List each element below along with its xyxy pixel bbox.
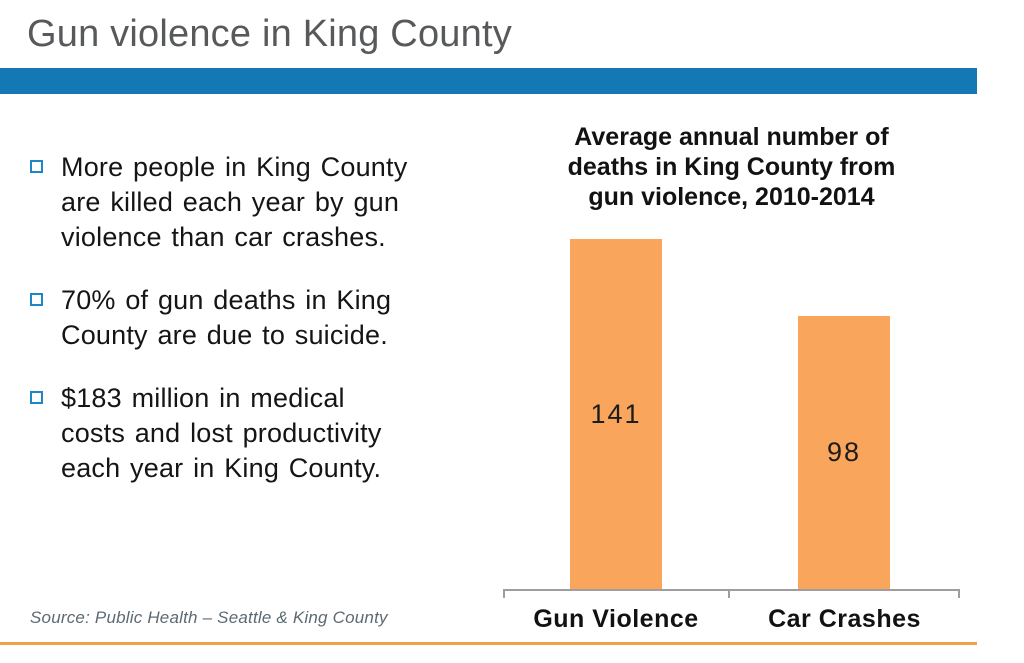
slide-title: Gun violence in King County	[27, 13, 512, 55]
category-label-gun-violence: Gun Violence	[533, 605, 699, 633]
bar-car-crashes: 98	[798, 316, 890, 589]
x-axis-tick	[958, 591, 960, 598]
bar-value-label-car-crashes: 98	[826, 437, 862, 467]
bullet-square-icon	[30, 293, 43, 306]
x-axis-tick	[503, 591, 505, 598]
bullet-text: More people in King County are killed ea…	[61, 152, 408, 252]
bullet-square-icon	[30, 391, 43, 404]
bullet-list: More people in King County are killed ea…	[28, 150, 488, 514]
bar-value-label-gun-violence: 141	[590, 398, 642, 429]
bottom-rule	[0, 642, 977, 645]
source-note: Source: Public Health – Seattle & King C…	[30, 608, 388, 627]
bar-gun-violence: 141	[570, 239, 662, 589]
bar-chart-plot-area: 141 98	[503, 228, 960, 589]
bullet-item-suicide-share: 70% of gun deaths in King County are due…	[28, 283, 488, 353]
bullet-item-gun-vs-car: More people in King County are killed ea…	[28, 150, 488, 255]
bullet-text: $183 million in medical costs and lost p…	[61, 383, 382, 483]
bullet-square-icon	[30, 160, 43, 173]
x-axis-tick	[728, 591, 730, 598]
x-axis-line	[503, 589, 960, 598]
chart-title: Average annual number of deaths in King …	[567, 123, 896, 211]
bullet-item-costs: $183 million in medical costs and lost p…	[28, 381, 488, 486]
accent-band	[0, 68, 977, 94]
bullet-text: 70% of gun deaths in King County are due…	[61, 285, 392, 350]
category-label-car-crashes: Car Crashes	[768, 605, 921, 633]
